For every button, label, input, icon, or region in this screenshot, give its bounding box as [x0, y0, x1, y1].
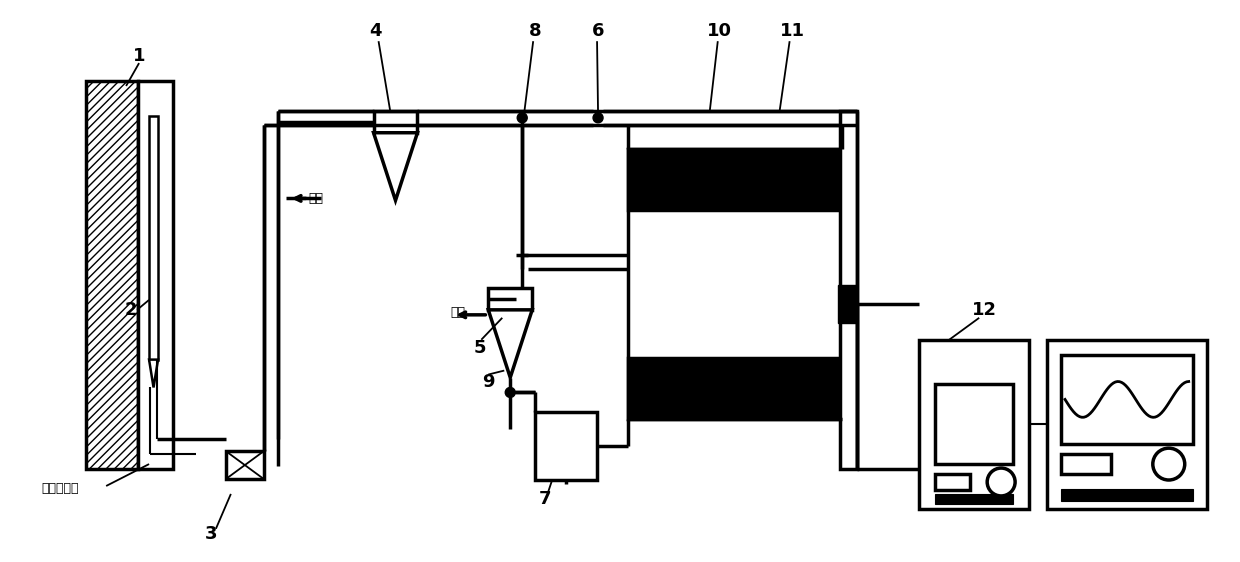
Text: 排空: 排空 — [450, 306, 465, 319]
Text: 1: 1 — [133, 47, 145, 65]
Circle shape — [593, 113, 603, 123]
Bar — [1061, 454, 1111, 474]
Bar — [87, 81, 138, 469]
Bar — [1061, 355, 1193, 444]
Polygon shape — [149, 360, 157, 387]
Bar — [837, 285, 858, 323]
Bar — [373, 111, 418, 133]
Bar — [149, 116, 157, 360]
Text: 10: 10 — [707, 22, 733, 40]
Circle shape — [1153, 448, 1184, 480]
Circle shape — [517, 113, 527, 123]
Text: 3: 3 — [205, 525, 217, 543]
Text: 5: 5 — [474, 339, 486, 357]
Bar — [935, 474, 970, 490]
Text: 7: 7 — [539, 490, 552, 508]
Circle shape — [505, 387, 516, 397]
Bar — [935, 494, 1013, 504]
Text: 4: 4 — [370, 22, 382, 40]
Polygon shape — [489, 310, 532, 378]
Text: 11: 11 — [780, 22, 805, 40]
Bar — [536, 413, 596, 480]
Text: 9: 9 — [482, 374, 495, 392]
Bar — [1061, 489, 1193, 501]
Text: 2: 2 — [125, 301, 138, 319]
Text: 载流气入口: 载流气入口 — [41, 482, 79, 496]
Bar — [627, 357, 842, 419]
Text: 8: 8 — [529, 22, 542, 40]
Bar — [627, 149, 842, 419]
Bar — [489, 288, 532, 310]
Bar — [919, 339, 1029, 509]
Polygon shape — [373, 133, 418, 201]
Text: 12: 12 — [972, 301, 997, 319]
Bar — [935, 384, 1013, 464]
Bar — [226, 451, 264, 479]
Bar — [627, 149, 842, 210]
Bar — [1047, 339, 1207, 509]
Bar — [138, 81, 174, 469]
Text: 排空: 排空 — [309, 192, 324, 205]
Text: 6: 6 — [591, 22, 604, 40]
Circle shape — [987, 468, 1016, 496]
Bar — [839, 111, 858, 469]
